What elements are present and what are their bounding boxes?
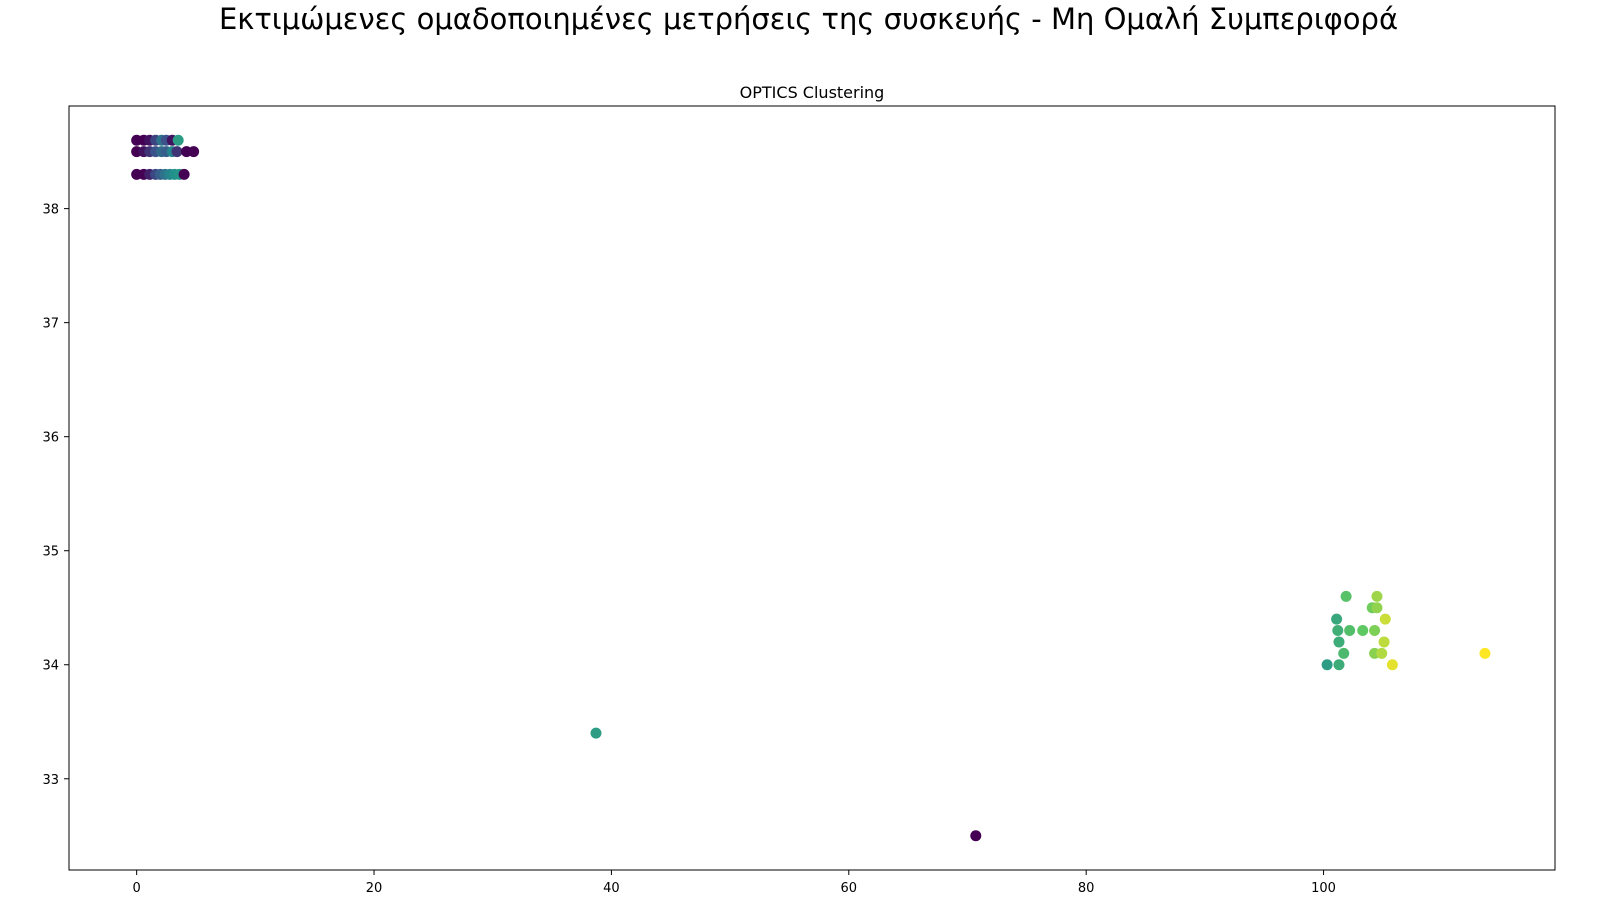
- axis-ticks: 0 20 40 60 80 100 33 34 35 36 37 38: [42, 203, 1336, 896]
- data-point: [1369, 625, 1381, 637]
- y-tick-label: 37: [42, 317, 59, 332]
- data-point: [1340, 590, 1352, 602]
- data-point: [172, 134, 184, 146]
- data-point: [1386, 659, 1398, 671]
- y-tick-label: 38: [42, 203, 59, 218]
- data-point: [188, 146, 200, 158]
- x-tick-label: 20: [366, 881, 383, 896]
- data-point: [1479, 647, 1491, 659]
- data-point: [178, 168, 190, 180]
- x-tick-label: 40: [603, 881, 620, 896]
- data-point: [1333, 659, 1345, 671]
- data-point: [590, 727, 602, 739]
- data-point: [970, 830, 982, 842]
- x-tick-label: 80: [1078, 881, 1095, 896]
- x-tick-label: 0: [133, 881, 141, 896]
- plot-frame: [68, 105, 1556, 871]
- data-point: [1321, 659, 1333, 671]
- data-point: [1371, 590, 1383, 602]
- figure-suptitle: Εκτιμώμενες ομαδοποιημένες μετρήσεις της…: [218, 2, 1399, 36]
- data-point: [1338, 647, 1350, 659]
- data-point: [1371, 602, 1383, 614]
- data-point: [1331, 613, 1343, 625]
- data-point: [1332, 625, 1344, 637]
- chart-title: OPTICS Clustering: [740, 83, 885, 102]
- y-tick-label: 36: [42, 431, 59, 446]
- y-tick-label: 34: [42, 659, 59, 674]
- data-point: [1344, 625, 1356, 637]
- data-point: [171, 146, 183, 158]
- y-tick-label: 35: [42, 545, 59, 560]
- x-tick-label: 100: [1311, 881, 1336, 896]
- data-point: [1378, 636, 1390, 648]
- data-point: [1379, 613, 1391, 625]
- data-point: [1333, 636, 1345, 648]
- data-points: [131, 134, 1491, 842]
- data-point: [1376, 647, 1388, 659]
- y-tick-label: 33: [42, 773, 59, 788]
- x-tick-label: 60: [841, 881, 858, 896]
- data-point: [1357, 625, 1369, 637]
